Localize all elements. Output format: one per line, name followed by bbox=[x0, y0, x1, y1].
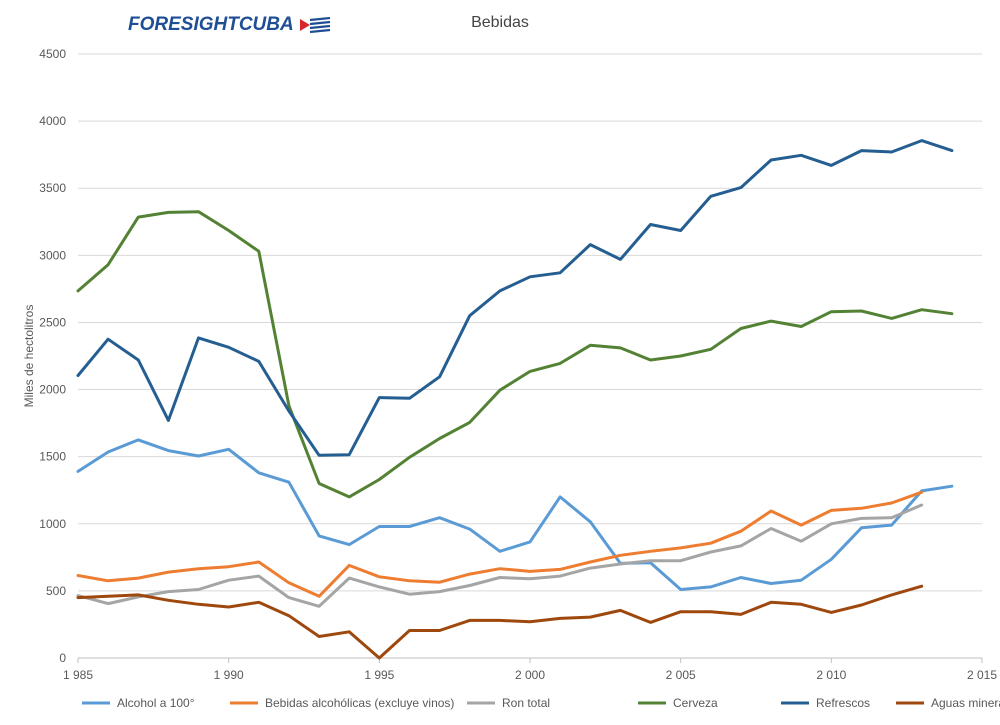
series-line-3 bbox=[76, 210, 954, 499]
y-tick-label: 500 bbox=[46, 584, 66, 598]
x-tick-label: 1 985 bbox=[63, 668, 93, 682]
y-tick-label: 1000 bbox=[39, 517, 66, 531]
series-line-2 bbox=[76, 503, 924, 608]
y-tick-label: 2000 bbox=[39, 383, 66, 397]
x-tick-label: 2 015 bbox=[967, 668, 997, 682]
y-axis-label: Miles de hectolitros bbox=[22, 305, 36, 408]
series-line-4 bbox=[76, 139, 954, 457]
legend-label: Alcohol a 100° bbox=[117, 696, 195, 710]
x-tick-label: 2 005 bbox=[666, 668, 696, 682]
x-tick-label: 1 995 bbox=[364, 668, 394, 682]
legend-label: Bebidas alcohólicas (excluye vinos) bbox=[265, 696, 454, 710]
series-line-1 bbox=[76, 490, 924, 598]
y-tick-label: 1500 bbox=[39, 450, 66, 464]
y-tick-label: 0 bbox=[59, 651, 66, 665]
legend-label: Ron total bbox=[502, 696, 550, 710]
legend-label: Refrescos bbox=[816, 696, 870, 710]
chart-title: Bebidas bbox=[471, 14, 529, 31]
logo-text: FORESIGHTCUBA bbox=[128, 14, 294, 35]
x-tick-label: 1 990 bbox=[214, 668, 244, 682]
x-tick-label: 2 010 bbox=[816, 668, 846, 682]
cuba-flag-icon bbox=[299, 17, 330, 33]
y-tick-label: 2500 bbox=[39, 315, 66, 329]
y-tick-label: 3000 bbox=[39, 248, 66, 262]
series-line-5 bbox=[76, 584, 924, 660]
y-tick-label: 4500 bbox=[39, 47, 66, 61]
series-line-0 bbox=[76, 438, 954, 591]
y-tick-label: 3500 bbox=[39, 181, 66, 195]
brand-logo: FORESIGHTCUBA bbox=[128, 14, 332, 36]
legend-label: Cerveza bbox=[673, 696, 718, 710]
x-tick-label: 2 000 bbox=[515, 668, 545, 682]
legend-label: Aguas minerales bbox=[931, 696, 1000, 710]
y-tick-label: 4000 bbox=[39, 114, 66, 128]
